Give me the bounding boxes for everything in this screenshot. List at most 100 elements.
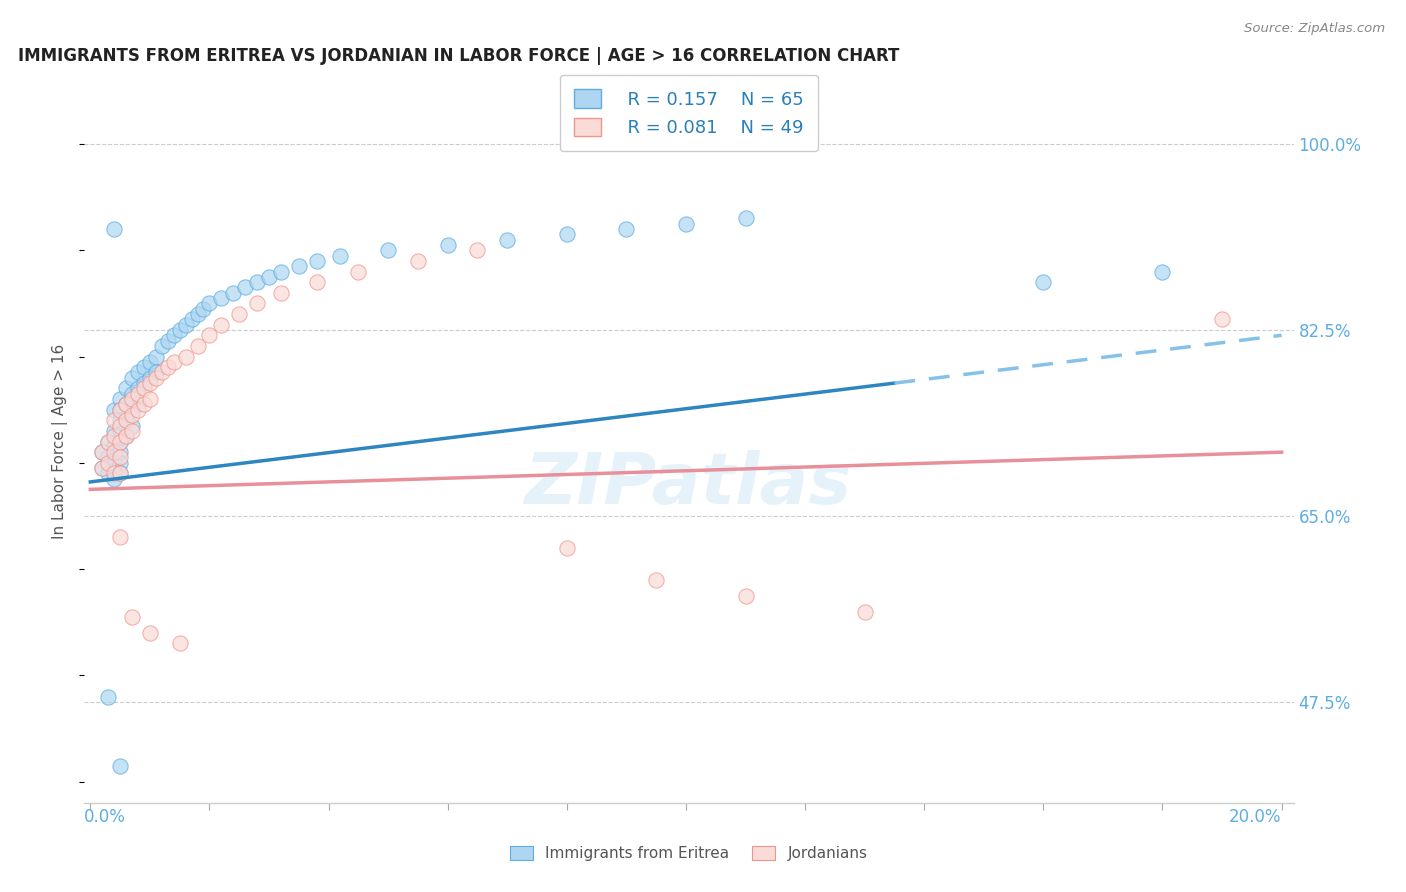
Point xyxy=(467,244,489,258)
Point xyxy=(616,222,638,236)
Point xyxy=(108,445,131,459)
Point xyxy=(186,339,208,353)
Point xyxy=(180,312,202,326)
Point xyxy=(305,254,328,268)
Point xyxy=(121,386,143,401)
Point xyxy=(169,636,191,650)
Point xyxy=(108,456,131,470)
Point xyxy=(115,429,138,443)
Point xyxy=(1152,264,1174,278)
Point xyxy=(108,418,131,433)
Point xyxy=(108,402,131,417)
Point xyxy=(132,381,155,395)
Point xyxy=(150,366,173,380)
Point xyxy=(121,402,143,417)
Point xyxy=(97,450,120,465)
Point xyxy=(97,467,120,481)
Point xyxy=(103,467,125,481)
Point xyxy=(115,413,138,427)
Point xyxy=(555,227,578,242)
Point xyxy=(108,413,131,427)
Point xyxy=(103,440,125,454)
Point xyxy=(91,445,114,459)
Point xyxy=(103,472,125,486)
Text: IMMIGRANTS FROM ERITREA VS JORDANIAN IN LABOR FORCE | AGE > 16 CORRELATION CHART: IMMIGRANTS FROM ERITREA VS JORDANIAN IN … xyxy=(18,47,900,65)
Point xyxy=(139,355,162,369)
Point xyxy=(163,328,186,343)
Point xyxy=(91,445,114,459)
Point xyxy=(121,424,143,438)
Point xyxy=(115,381,138,395)
Point xyxy=(347,264,370,278)
Point xyxy=(115,413,138,427)
Point xyxy=(127,381,149,395)
Text: 0.0%: 0.0% xyxy=(84,808,127,826)
Point xyxy=(115,429,138,443)
Point xyxy=(270,264,292,278)
Point xyxy=(853,605,876,619)
Point xyxy=(734,211,756,226)
Point xyxy=(91,461,114,475)
Point xyxy=(103,413,125,427)
Point xyxy=(209,318,232,332)
Point xyxy=(555,541,578,555)
Point xyxy=(108,434,131,449)
Point xyxy=(103,222,125,236)
Point xyxy=(139,371,162,385)
Point xyxy=(288,259,311,273)
Point xyxy=(97,434,120,449)
Point xyxy=(222,285,245,300)
Point xyxy=(108,424,131,438)
Point xyxy=(150,339,173,353)
Point xyxy=(97,690,120,704)
Point xyxy=(127,402,149,417)
Point xyxy=(97,434,120,449)
Point xyxy=(103,429,125,443)
Point xyxy=(675,217,697,231)
Point xyxy=(496,233,519,247)
Point xyxy=(115,397,138,411)
Point xyxy=(127,366,149,380)
Point xyxy=(103,445,125,459)
Point xyxy=(156,360,179,375)
Point xyxy=(145,371,167,385)
Point xyxy=(228,307,250,321)
Point xyxy=(645,573,668,587)
Point xyxy=(734,589,756,603)
Point xyxy=(103,456,125,470)
Point xyxy=(108,392,131,406)
Point xyxy=(377,244,399,258)
Point xyxy=(132,397,155,411)
Text: ZIPatlas: ZIPatlas xyxy=(526,450,852,519)
Point xyxy=(233,280,256,294)
Point xyxy=(174,318,197,332)
Point xyxy=(121,610,143,624)
Point xyxy=(198,296,221,310)
Point xyxy=(108,467,131,481)
Point xyxy=(121,408,143,422)
Point xyxy=(169,323,191,337)
Point xyxy=(193,301,215,316)
Point xyxy=(246,275,269,289)
Point xyxy=(108,434,131,449)
Point xyxy=(127,386,149,401)
Point xyxy=(103,424,125,438)
Point xyxy=(121,371,143,385)
Point xyxy=(108,758,131,772)
Point xyxy=(305,275,328,289)
Text: Source: ZipAtlas.com: Source: ZipAtlas.com xyxy=(1244,22,1385,36)
Point xyxy=(436,238,458,252)
Point xyxy=(103,402,125,417)
Point xyxy=(139,376,162,390)
Point xyxy=(156,334,179,348)
Point xyxy=(163,355,186,369)
Legend: Immigrants from Eritrea, Jordanians: Immigrants from Eritrea, Jordanians xyxy=(505,840,873,867)
Point xyxy=(127,397,149,411)
Point xyxy=(329,249,352,263)
Point xyxy=(91,461,114,475)
Point xyxy=(132,360,155,375)
Y-axis label: In Labor Force | Age > 16: In Labor Force | Age > 16 xyxy=(52,344,69,539)
Point xyxy=(186,307,208,321)
Point xyxy=(209,291,232,305)
Point xyxy=(1032,275,1054,289)
